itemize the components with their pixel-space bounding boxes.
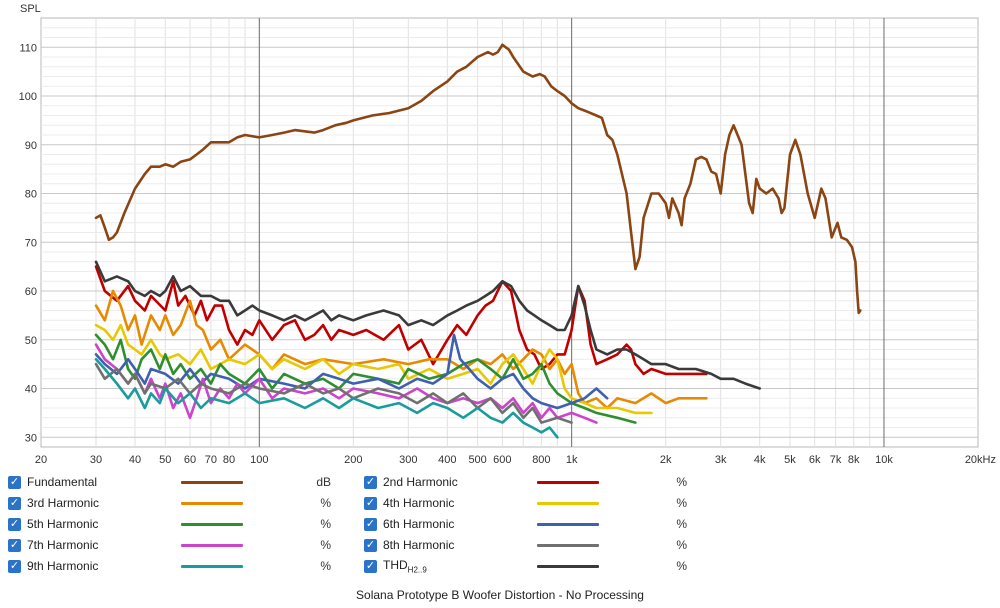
legend-label: THDH2..9 <box>383 558 533 574</box>
series-line-9th-harmonic <box>94 358 559 439</box>
x-tick-label: 70 <box>205 454 217 466</box>
legend-unit: % <box>320 517 331 531</box>
legend-item-2nd-harmonic[interactable]: ✓ 2nd Harmonic % <box>364 472 687 492</box>
y-tick-label: 50 <box>25 335 37 347</box>
distortion-chart: 30 40 50 60 70 80 90 100 110 20 30 40 50 60 70 80 100 200… <box>19 3 996 466</box>
legend-label: 9th Harmonic <box>27 559 99 573</box>
legend-unit: % <box>676 559 687 573</box>
checkbox[interactable]: ✓ <box>8 538 21 552</box>
y-tick-label: 70 <box>25 237 37 249</box>
legend-swatch <box>181 522 243 526</box>
legend-swatch <box>181 480 243 484</box>
legend-swatch <box>537 480 599 484</box>
y-tick-label: 100 <box>19 91 37 103</box>
y-tick-label: 30 <box>25 432 37 444</box>
legend-label: Fundamental <box>27 475 98 489</box>
legend: ✓ Fundamental dB ✓ 2nd Harmonic % ✓ 3rd … <box>0 472 1000 574</box>
legend-swatch <box>181 501 243 505</box>
x-tick-label: 5k <box>784 454 796 466</box>
checkbox[interactable]: ✓ <box>8 517 21 531</box>
x-tick-label: 7k <box>830 454 842 466</box>
thd-label: THD <box>383 557 408 572</box>
y-tick-label: 40 <box>25 384 37 396</box>
series-line-5th-harmonic <box>94 333 637 424</box>
series-line-thd <box>94 260 761 390</box>
legend-item-7th-harmonic[interactable]: ✓ 7th Harmonic % <box>8 535 331 555</box>
checkbox[interactable]: ✓ <box>364 475 377 489</box>
legend-item-6th-harmonic[interactable]: ✓ 6th Harmonic % <box>364 514 687 534</box>
series-line-4th-harmonic <box>94 323 653 415</box>
legend-unit: % <box>676 496 687 510</box>
series-line-8th-harmonic <box>94 362 573 424</box>
x-tick-label: 800 <box>532 454 550 466</box>
legend-unit: % <box>676 517 687 531</box>
y-axis-label: SPL <box>20 3 41 15</box>
series-line-6th-harmonic <box>94 333 609 410</box>
checkbox[interactable]: ✓ <box>8 559 21 573</box>
y-tick-label: 90 <box>25 140 37 152</box>
x-tick-label: 3k <box>715 454 727 466</box>
legend-label: 3rd Harmonic <box>27 496 100 510</box>
legend-unit: % <box>320 538 331 552</box>
legend-item-9th-harmonic[interactable]: ✓ 9th Harmonic % <box>8 556 331 576</box>
checkbox[interactable]: ✓ <box>364 496 377 510</box>
x-tick-label: 60 <box>184 454 196 466</box>
checkbox[interactable]: ✓ <box>8 475 21 489</box>
x-tick-label: 1k <box>566 454 578 466</box>
legend-swatch <box>537 522 599 526</box>
legend-unit: % <box>676 538 687 552</box>
series-line-3rd-harmonic <box>94 289 708 410</box>
x-tick-label: 50 <box>159 454 171 466</box>
checkbox[interactable]: ✓ <box>364 559 377 573</box>
x-tick-label: 30 <box>90 454 102 466</box>
legend-unit: % <box>676 475 687 489</box>
legend-item-3rd-harmonic[interactable]: ✓ 3rd Harmonic % <box>8 493 331 513</box>
chart-title: Solana Prototype B Woofer Distortion - N… <box>356 588 644 602</box>
x-tick-label: 600 <box>493 454 511 466</box>
x-tick-label: 8k <box>848 454 860 466</box>
legend-label: 2nd Harmonic <box>383 475 458 489</box>
legend-swatch <box>181 543 243 547</box>
legend-swatch <box>537 501 599 505</box>
checkbox[interactable]: ✓ <box>8 496 21 510</box>
legend-unit: % <box>320 559 331 573</box>
thd-subscript: H2..9 <box>407 565 427 575</box>
legend-label: 5th Harmonic <box>27 517 99 531</box>
x-tick-label: 300 <box>399 454 417 466</box>
x-tick-label: 100 <box>250 454 268 466</box>
legend-unit: % <box>320 496 331 510</box>
y-tick-label: 80 <box>25 189 37 201</box>
legend-item-fundamental[interactable]: ✓ Fundamental dB <box>8 472 331 492</box>
x-tick-label: 2k <box>660 454 672 466</box>
x-tick-label: 200 <box>344 454 362 466</box>
legend-label: 6th Harmonic <box>383 517 455 531</box>
x-tick-label: 500 <box>468 454 486 466</box>
series-line-fundamental <box>94 43 862 315</box>
legend-item-4th-harmonic[interactable]: ✓ 4th Harmonic % <box>364 493 687 513</box>
legend-label: 7th Harmonic <box>27 538 99 552</box>
x-tick-label: 80 <box>223 454 235 466</box>
legend-swatch <box>181 564 243 568</box>
x-tick-label: 20 <box>35 454 47 466</box>
series-line-7th-harmonic <box>94 343 598 424</box>
legend-label: 4th Harmonic <box>383 496 455 510</box>
checkbox[interactable]: ✓ <box>364 517 377 531</box>
x-tick-label: 400 <box>438 454 456 466</box>
legend-swatch <box>537 543 599 547</box>
legend-item-thd[interactable]: ✓ THDH2..9 % <box>364 556 687 576</box>
x-tick-label: 10k <box>875 454 893 466</box>
legend-label: 8th Harmonic <box>383 538 455 552</box>
legend-unit: dB <box>316 475 331 489</box>
x-tick-label: 40 <box>129 454 141 466</box>
x-tick-label: 6k <box>809 454 821 466</box>
legend-item-5th-harmonic[interactable]: ✓ 5th Harmonic % <box>8 514 331 534</box>
legend-swatch <box>537 564 599 568</box>
checkbox[interactable]: ✓ <box>364 538 377 552</box>
legend-item-8th-harmonic[interactable]: ✓ 8th Harmonic % <box>364 535 687 555</box>
y-tick-label: 60 <box>25 286 37 298</box>
y-tick-label: 110 <box>19 42 37 54</box>
x-tick-label: 20kHz <box>965 454 996 466</box>
x-tick-label: 4k <box>754 454 766 466</box>
